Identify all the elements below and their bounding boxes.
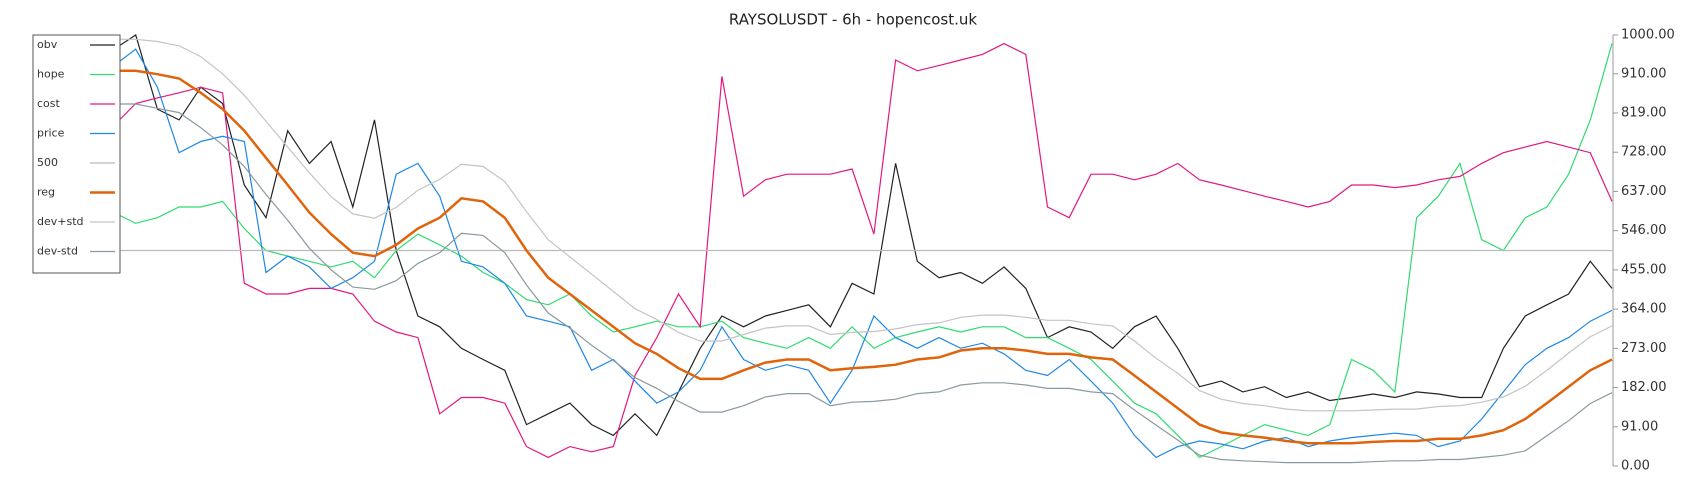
series-line — [114, 69, 1613, 445]
series-line — [113, 42, 1613, 459]
y-tick-label: 273.00 — [1621, 341, 1667, 356]
y-tick-label: 182.00 — [1621, 380, 1667, 395]
y-tick-label: 91.00 — [1621, 419, 1658, 434]
y-tick-label: 819.00 — [1621, 106, 1667, 121]
series-line — [114, 103, 1613, 464]
y-tick-label: 455.00 — [1621, 262, 1667, 277]
y-tick-label: 728.00 — [1621, 145, 1667, 160]
legend-label: dev-std — [37, 245, 78, 258]
series-line — [114, 38, 1613, 412]
legend-label: obv — [37, 38, 58, 51]
legend-label: cost — [37, 97, 61, 110]
y-tick-label: 364.00 — [1621, 302, 1667, 317]
chart-title: RAYSOLUSDT - 6h - hopencost.uk — [729, 11, 978, 29]
y-tick-label: 0.00 — [1621, 459, 1650, 474]
y-tick-label: 1000.00 — [1621, 28, 1675, 43]
legend-label: reg — [37, 186, 55, 199]
lines — [113, 34, 1613, 464]
series-line — [113, 48, 1613, 459]
legend-label: price — [37, 127, 65, 140]
legend-label: hope — [37, 68, 65, 81]
legend-label: 500 — [37, 156, 58, 169]
y-tick-label: 910.00 — [1621, 66, 1667, 81]
series-line — [113, 34, 1613, 437]
y-tick-label: 637.00 — [1621, 184, 1667, 199]
legend-label: dev+std — [37, 215, 84, 228]
y-tick-label: 546.00 — [1621, 223, 1667, 238]
legend: obv hope cost price 500 reg dev+std dev-std — [32, 34, 121, 274]
